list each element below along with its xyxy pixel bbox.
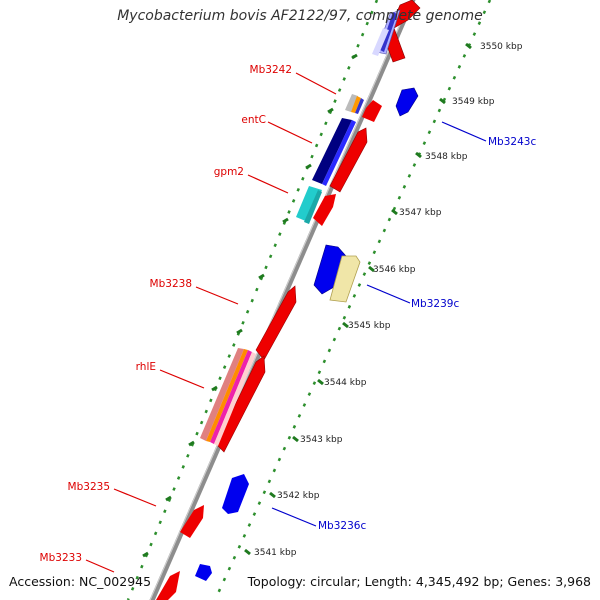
gene-forward[interactable] bbox=[180, 505, 204, 538]
connector-mb3238 bbox=[195, 286, 239, 305]
genome-backbone bbox=[149, 0, 416, 600]
tick-track-left bbox=[126, 0, 379, 600]
scale-label: 3545 kbp bbox=[348, 321, 391, 331]
tick-tracks bbox=[126, 0, 492, 600]
reverse-genes bbox=[195, 87, 419, 581]
gene-label[interactable]: Mb3243c bbox=[488, 136, 536, 148]
scale-label: 3546 kbp bbox=[373, 265, 416, 275]
scale-label: 3547 kbp bbox=[399, 208, 442, 218]
scale-label: 3541 kbp bbox=[254, 548, 297, 558]
scale-label: 3550 kbp bbox=[480, 42, 523, 52]
gene-reverse[interactable] bbox=[195, 564, 212, 581]
gene-forward[interactable] bbox=[215, 355, 266, 453]
gene-forward[interactable] bbox=[384, 0, 421, 63]
gene-forward[interactable] bbox=[156, 571, 180, 600]
gene-label[interactable]: Mb3238 bbox=[150, 278, 192, 290]
feature-block bbox=[345, 94, 358, 112]
gene-forward[interactable] bbox=[329, 127, 368, 193]
gene-label[interactable]: gpm2 bbox=[214, 166, 244, 178]
connector-mb3242 bbox=[295, 72, 337, 95]
connector-entc bbox=[267, 121, 313, 144]
scale-label: 3543 kbp bbox=[300, 435, 343, 445]
connector-mb3233 bbox=[85, 559, 115, 573]
gene-label[interactable]: Mb3239c bbox=[411, 298, 459, 310]
gene-reverse[interactable] bbox=[222, 474, 249, 514]
connector-mb3239c bbox=[366, 284, 411, 304]
feature-block bbox=[296, 186, 322, 222]
tick-track-right bbox=[213, 0, 492, 600]
genome-summary: Topology: circular; Length: 4,345,492 bp… bbox=[247, 574, 591, 589]
gene-label[interactable]: entC bbox=[241, 114, 266, 126]
feature-block bbox=[200, 348, 244, 441]
scale-label: 3542 kbp bbox=[277, 491, 320, 501]
connector-mb3243c bbox=[441, 121, 487, 142]
gene-forward[interactable] bbox=[313, 194, 336, 226]
scale-label: 3544 kbp bbox=[324, 378, 367, 388]
connector-gpm2 bbox=[247, 174, 289, 194]
scale-label: 3548 kbp bbox=[425, 152, 468, 162]
map-title: Mycobacterium bovis AF2122/97, complete … bbox=[117, 8, 483, 24]
gene-forward[interactable] bbox=[255, 285, 297, 361]
feature-blocks bbox=[200, 9, 401, 446]
scale-label: 3549 kbp bbox=[452, 97, 495, 107]
feature-block bbox=[312, 118, 352, 184]
connector-rhle bbox=[159, 369, 205, 389]
gene-label[interactable]: Mb3235 bbox=[68, 481, 110, 493]
gene-label[interactable]: Mb3236c bbox=[318, 520, 366, 532]
forward-genes bbox=[156, 0, 421, 600]
connector-mb3235 bbox=[113, 488, 157, 507]
accession-label: Accession: NC_002945 bbox=[9, 574, 152, 589]
gene-forward[interactable] bbox=[362, 100, 382, 122]
gene-label[interactable]: Mb3233 bbox=[40, 552, 82, 564]
gene-label[interactable]: Mb3242 bbox=[250, 64, 292, 76]
major-ticks bbox=[244, 42, 472, 556]
label-connectors bbox=[85, 72, 487, 573]
connector-mb3236c bbox=[271, 507, 317, 527]
gene-reverse[interactable] bbox=[395, 87, 419, 117]
feature-block bbox=[329, 255, 361, 303]
gene-label[interactable]: rhlE bbox=[136, 361, 156, 373]
